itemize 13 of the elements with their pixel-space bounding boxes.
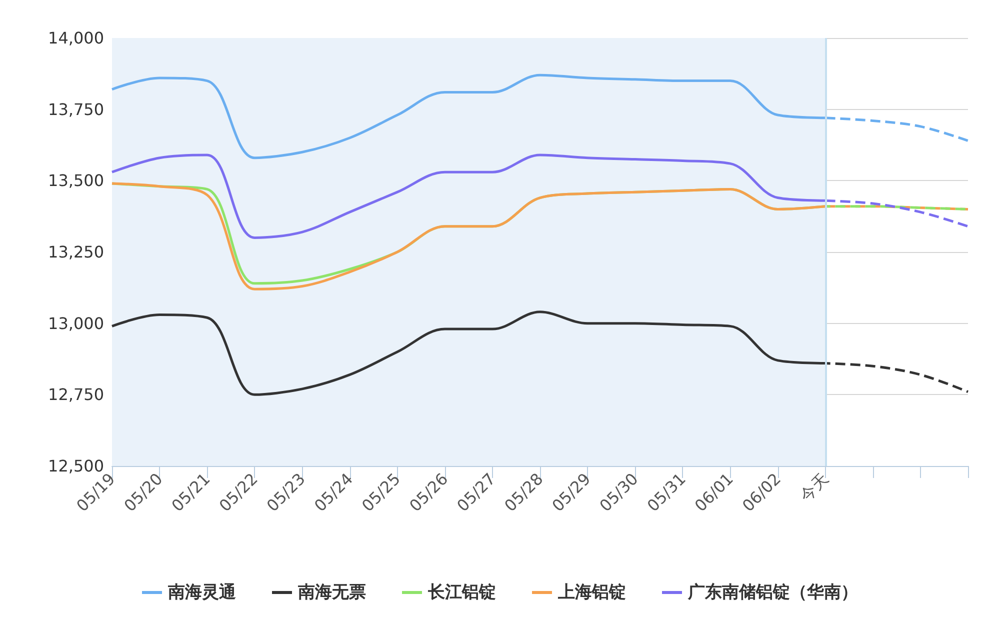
y-tick-label: 13,000 bbox=[48, 314, 104, 333]
y-tick-label: 13,750 bbox=[48, 100, 104, 119]
legend-label: 南海无票 bbox=[297, 582, 366, 602]
y-tick-label: 13,500 bbox=[48, 171, 104, 190]
y-tick-label: 12,500 bbox=[48, 456, 104, 476]
y-tick-label: 13,250 bbox=[48, 242, 104, 262]
legend-label: 长江铝锭 bbox=[427, 582, 496, 602]
y-tick-label: 12,750 bbox=[48, 385, 104, 404]
y-tick-label: 14,000 bbox=[48, 28, 104, 48]
legend-label: 上海铝锭 bbox=[557, 582, 626, 602]
legend-label: 广东南储铝锭（华南） bbox=[687, 582, 858, 602]
x-tick-label: 今天 bbox=[796, 469, 832, 506]
legend-label: 南海灵通 bbox=[167, 582, 236, 602]
